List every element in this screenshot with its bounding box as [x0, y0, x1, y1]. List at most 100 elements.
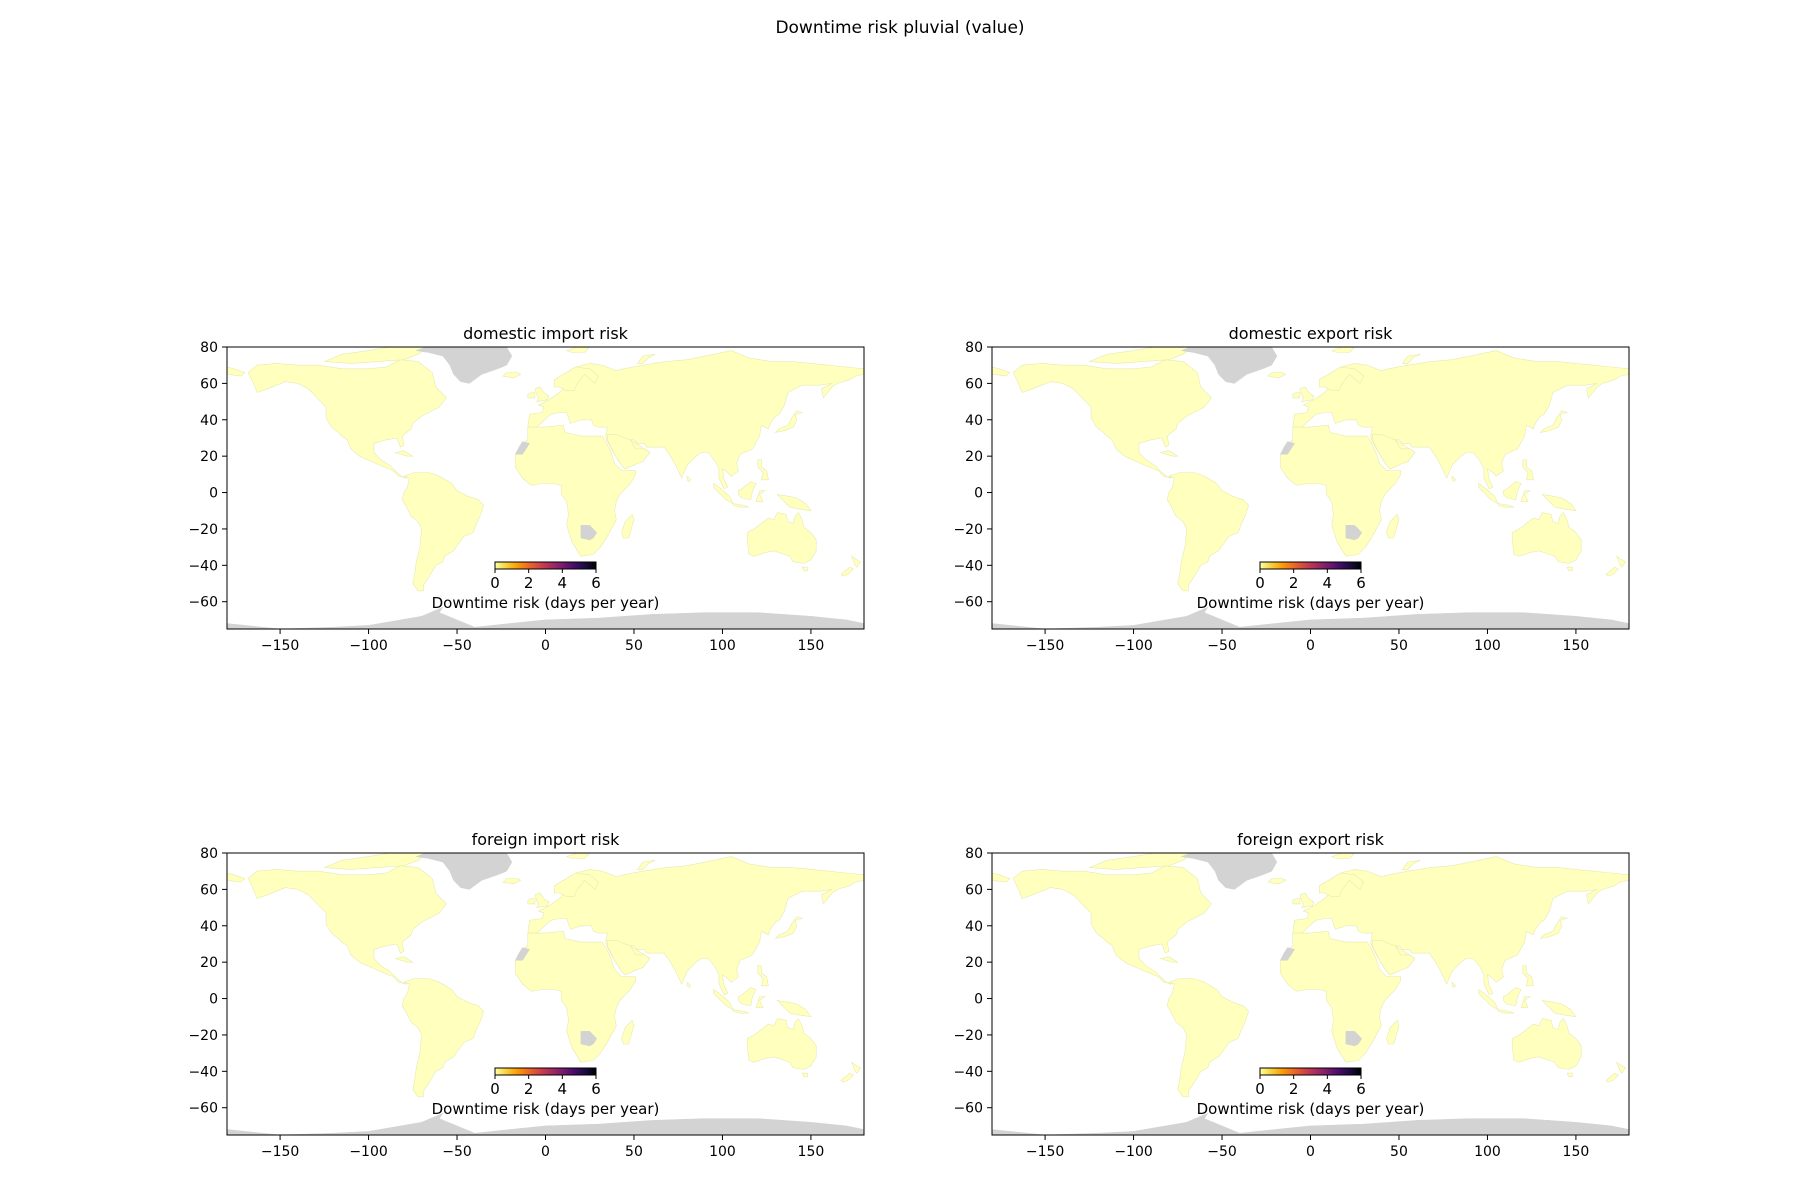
land-cuba	[395, 956, 414, 963]
nodata-greenland	[1180, 853, 1278, 890]
y-tick-label: 80	[200, 846, 218, 862]
land-arctic-islands	[1089, 853, 1194, 870]
colorbar: 0 2 4 6 Downtime risk (days per year)	[432, 561, 660, 612]
colorbar-label: Downtime risk (days per year)	[1197, 1100, 1425, 1118]
y-tick-label: −20	[953, 522, 983, 538]
land-iceland	[1267, 878, 1287, 885]
x-tick-label: 0	[1306, 638, 1315, 654]
colorbar-tick-label: 6	[1356, 1080, 1366, 1098]
y-tick-label: −40	[953, 558, 983, 574]
nodata-greenland	[1180, 347, 1278, 384]
land-australia	[746, 1018, 817, 1070]
colorbar-tick-label: 4	[558, 1080, 568, 1098]
nodata-antarctica	[227, 606, 864, 629]
nodata-greenland	[415, 853, 513, 890]
y-tick-label: −20	[188, 522, 218, 538]
nodata-antarctica	[992, 1112, 1629, 1135]
y-tick-label: −40	[953, 1064, 983, 1080]
x-tick-label: −150	[1026, 1144, 1064, 1160]
nodata-western-sahara	[1279, 947, 1296, 961]
land-new-zealand-n	[850, 1061, 861, 1074]
land-borneo	[738, 481, 757, 501]
y-tick-label: 40	[200, 413, 218, 429]
land-australia	[1511, 1018, 1582, 1070]
land-arctic-islands	[324, 347, 429, 364]
nodata-western-sahara	[1279, 441, 1296, 455]
land-sumatra	[1478, 988, 1499, 1011]
map-area	[992, 853, 1629, 1135]
land-africa	[1280, 424, 1401, 557]
x-tick-label: 100	[709, 1144, 736, 1160]
y-tick-label: −60	[188, 595, 218, 611]
land-new-guinea	[776, 493, 812, 512]
land-iceland	[502, 372, 522, 379]
land-great-britain	[1299, 892, 1315, 908]
panel-title: foreign export risk	[1237, 830, 1385, 849]
nodata-botswana	[1345, 1031, 1363, 1047]
land-cuba	[395, 450, 414, 457]
y-tick-label: 0	[974, 486, 983, 502]
x-tick-label: 0	[541, 1144, 550, 1160]
land-borneo	[738, 987, 757, 1007]
colorbar-label: Downtime risk (days per year)	[1197, 594, 1425, 612]
y-tick-label: 60	[965, 376, 983, 392]
land-borneo	[1503, 987, 1522, 1007]
x-tick-label: 100	[1474, 638, 1501, 654]
land-sumatra	[713, 988, 734, 1011]
land-arabia-fill	[607, 940, 651, 976]
colorbar-tick-label: 0	[1255, 1080, 1265, 1098]
colorbar-tick-label: 6	[591, 1080, 601, 1098]
land-new-zealand-s	[840, 566, 854, 577]
x-tick-label: 50	[625, 1144, 643, 1160]
land-novaya-zemlya	[636, 354, 656, 364]
land-africa	[515, 424, 636, 557]
land-sulawesi	[1520, 996, 1531, 1008]
land-svalbard	[1330, 853, 1356, 859]
land-great-britain	[1299, 386, 1315, 402]
land-north-america	[247, 359, 447, 479]
map-panel-4: foreign export risk −150 −100 −50 0 50 100 150 8…	[953, 830, 1630, 1160]
land-new-guinea	[1541, 493, 1577, 512]
y-tick-label: 40	[965, 919, 983, 935]
land-ireland	[1292, 392, 1301, 399]
colorbar-tick-label: 2	[524, 1080, 534, 1098]
panel-title: foreign import risk	[472, 830, 621, 849]
land-alaska-far-west	[227, 872, 246, 883]
colorbar: 0 2 4 6 Downtime risk (days per year)	[432, 1067, 660, 1118]
nodata-antarctica	[992, 606, 1629, 629]
map-area	[992, 347, 1629, 629]
land-ireland	[527, 392, 536, 399]
colorbar-label: Downtime risk (days per year)	[432, 1100, 660, 1118]
land-madagascar	[621, 1019, 635, 1045]
land-novaya-zemlya	[636, 860, 656, 870]
land-scandinavia-ext	[554, 366, 599, 391]
colorbar-tick-label: 6	[1356, 574, 1366, 592]
x-tick-label: 100	[709, 638, 736, 654]
land-java	[1497, 1009, 1515, 1014]
land-japan	[774, 916, 804, 939]
x-tick-label: −50	[1207, 1144, 1237, 1160]
y-tick-label: 80	[965, 340, 983, 356]
y-tick-label: −60	[953, 595, 983, 611]
x-tick-label: 50	[1390, 638, 1408, 654]
land-sulawesi	[755, 490, 766, 502]
y-tick-label: −20	[953, 1028, 983, 1044]
y-tick-label: 80	[200, 340, 218, 356]
colorbar-label: Downtime risk (days per year)	[432, 594, 660, 612]
y-tick-label: −40	[188, 1064, 218, 1080]
y-tick-label: 60	[965, 882, 983, 898]
land-iceland	[502, 878, 522, 885]
x-tick-label: −100	[349, 638, 387, 654]
land-tasmania	[801, 566, 808, 572]
y-tick-label: 0	[209, 992, 218, 1008]
land-alaska-far-west	[992, 366, 1011, 377]
x-tick-label: 150	[798, 1144, 825, 1160]
land-sumatra	[1478, 482, 1499, 505]
land-sulawesi	[755, 996, 766, 1008]
land-sri-lanka	[686, 981, 692, 989]
y-tick-label: 60	[200, 376, 218, 392]
panel-title: domestic import risk	[463, 324, 629, 343]
x-tick-label: 150	[798, 638, 825, 654]
land-australia	[746, 512, 817, 564]
